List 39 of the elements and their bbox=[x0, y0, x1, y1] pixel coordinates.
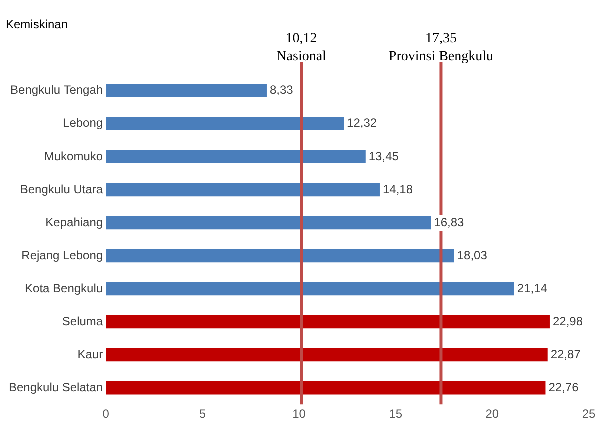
bar bbox=[106, 315, 550, 329]
data-label: 12,32 bbox=[347, 116, 378, 130]
data-label: 14,18 bbox=[382, 182, 414, 196]
data-label: 8,33 bbox=[270, 83, 294, 98]
data-label: 18,03 bbox=[457, 248, 488, 262]
data-label: 22,76 bbox=[548, 380, 580, 394]
y-tick-label: Mukomuko bbox=[44, 149, 104, 164]
x-tick-label: 20 bbox=[486, 407, 500, 422]
bar bbox=[106, 216, 432, 230]
bar bbox=[106, 282, 514, 296]
bar bbox=[106, 117, 344, 131]
data-label: 22,87 bbox=[550, 347, 582, 362]
y-tick-label: Bengkulu Selatan bbox=[8, 380, 104, 394]
data-label: 16,83 bbox=[434, 215, 465, 230]
y-tick-label: Lebong bbox=[63, 116, 104, 130]
bar bbox=[106, 249, 454, 263]
ref-line-label: 10,12 Nasional bbox=[276, 31, 327, 64]
y-tick-label: Bengkulu Utara bbox=[20, 182, 104, 196]
y-tick-label: Seluma bbox=[62, 314, 104, 328]
x-tick-label: 15 bbox=[389, 407, 403, 422]
y-tick-label: Kepahiang bbox=[46, 215, 104, 230]
x-tick-label: 0 bbox=[102, 407, 110, 422]
y-tick-label: Rejang Lebong bbox=[22, 248, 104, 262]
x-tick-label: 10 bbox=[292, 407, 306, 422]
bar bbox=[106, 348, 548, 362]
bar bbox=[106, 150, 366, 164]
chart-title: Kemiskinan bbox=[6, 18, 68, 32]
data-label: 13,45 bbox=[368, 149, 400, 164]
x-tick-label: 25 bbox=[582, 407, 596, 422]
y-tick-label: Kaur bbox=[78, 347, 104, 362]
bar bbox=[106, 84, 267, 98]
bar bbox=[106, 183, 380, 197]
x-tick-label: 5 bbox=[199, 407, 206, 422]
y-tick-label: Bengkulu Tengah bbox=[10, 83, 104, 98]
data-label: 22,98 bbox=[552, 314, 584, 328]
bar bbox=[106, 381, 546, 395]
ref-line-label: 17,35 Provinsi Bengkulu bbox=[388, 31, 494, 64]
y-tick-label: Kota Bengkulu bbox=[25, 281, 104, 296]
data-label: 21,14 bbox=[517, 281, 548, 296]
